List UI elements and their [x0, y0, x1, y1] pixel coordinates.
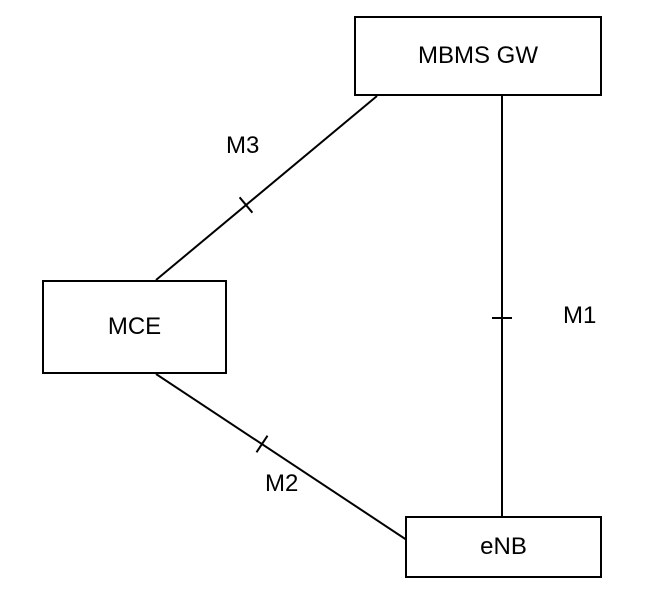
node-mce-label: MCE: [108, 313, 161, 341]
node-mbms-gw: MBMS GW: [354, 16, 602, 96]
node-enb-label: eNB: [480, 533, 527, 561]
edge-label-m2-text: M2: [265, 470, 298, 497]
node-mbms-gw-label: MBMS GW: [418, 42, 538, 70]
edge-label-m3-text: M3: [226, 132, 259, 159]
edge-label-m2: M2: [265, 470, 298, 498]
edge-label-m3: M3: [226, 132, 259, 160]
node-mce: MCE: [42, 280, 227, 374]
node-enb: eNB: [405, 516, 602, 578]
edge-label-m1: M1: [563, 302, 596, 330]
edge-label-m1-text: M1: [563, 302, 596, 329]
